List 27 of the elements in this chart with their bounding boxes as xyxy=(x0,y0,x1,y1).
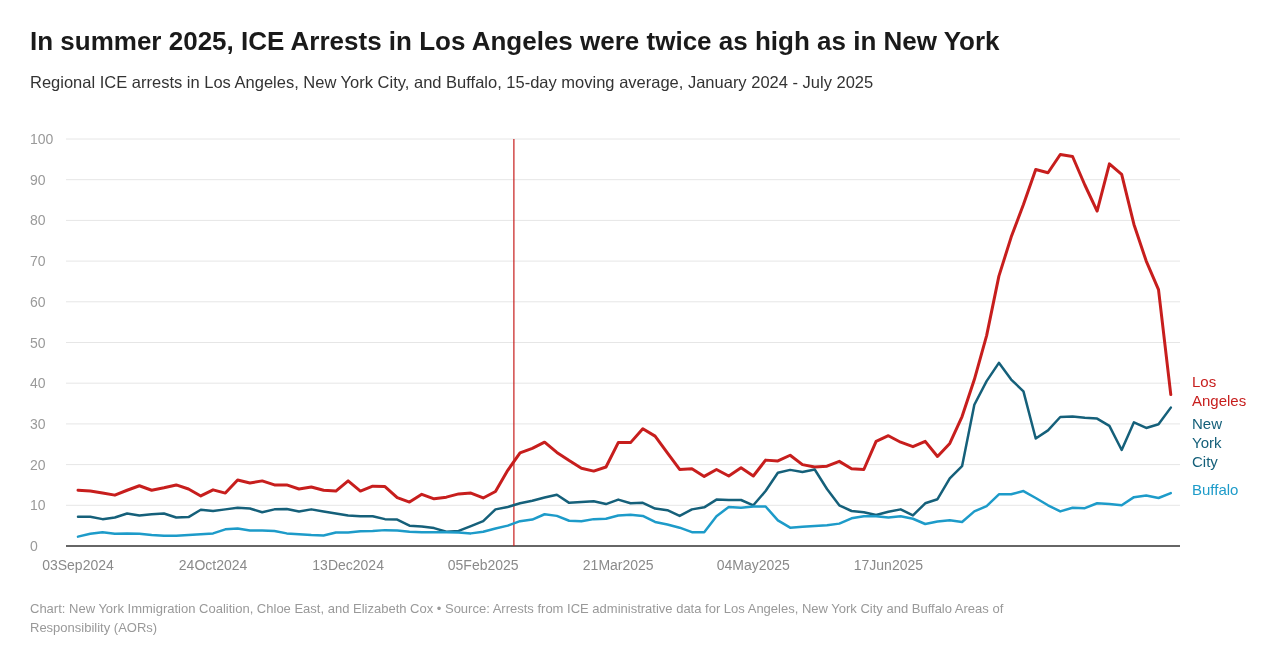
y-tick-label: 50 xyxy=(30,334,46,351)
x-tick-label: 04May2025 xyxy=(716,557,791,573)
y-tick-label: 20 xyxy=(30,456,46,473)
y-tick-label: 10 xyxy=(30,497,46,514)
x-tick-label: 03Sep2024 xyxy=(42,557,115,573)
y-tick-label: 80 xyxy=(30,212,46,229)
y-tick-label: 100 xyxy=(30,131,54,147)
x-tick-label: 17Jun2025 xyxy=(853,557,924,573)
x-tick-label: 21Mar2025 xyxy=(582,557,654,573)
y-tick-label: 40 xyxy=(30,375,46,392)
y-tick-label: 90 xyxy=(30,171,46,188)
y-tick-label: 30 xyxy=(30,415,46,432)
line-series xyxy=(76,489,1173,538)
y-tick-label: 70 xyxy=(30,253,46,270)
y-tick-label: 60 xyxy=(30,293,46,310)
chart-subtitle: Regional ICE arrests in Los Angeles, New York City, and Buffalo, 15-day moving average, January 2024 - July 2025 xyxy=(30,73,874,91)
x-tick-label: 05Feb2025 xyxy=(447,557,519,573)
text: Chart: New York Immigration Coalition, Chloe East, and Elizabeth Cox • Source: Arrests from ICE administrative data for Los Angeles, New York City and Buffalo Areas of Responsibility (AORs) xyxy=(30,601,1004,635)
chart-title: In summer 2025, ICE Arrests in Los Angeles were twice as high as in New York xyxy=(30,26,1001,56)
series-label: Los Angeles xyxy=(1192,372,1247,409)
series-label: New York City xyxy=(1192,414,1223,470)
series-label: Buffalo xyxy=(1192,480,1239,498)
line-series xyxy=(76,152,1173,504)
x-tick-label: 24Oct2024 xyxy=(178,557,248,573)
y-tick-label: 0 xyxy=(30,538,38,554)
x-tick-label: 13Dec2024 xyxy=(312,557,385,573)
line-series xyxy=(76,361,1173,534)
